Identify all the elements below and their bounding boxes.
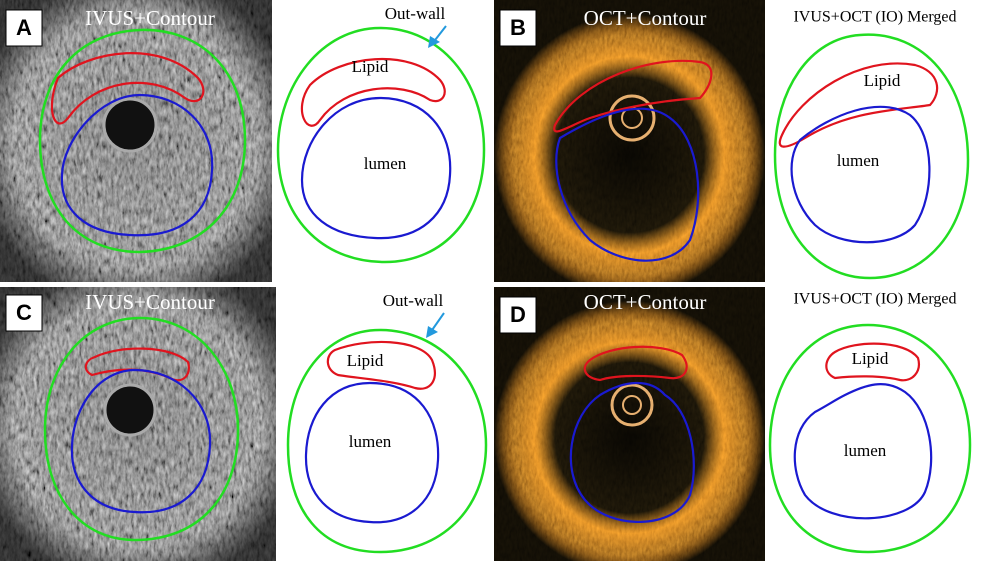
- lipid-label: Lipid: [864, 71, 901, 90]
- panel-a-diagram: Out-wall Lipid lumen: [276, 4, 486, 264]
- image-title: IVUS+Contour: [85, 290, 215, 314]
- image-title: IVUS+Contour: [85, 6, 215, 30]
- image-title: OCT+Contour: [584, 290, 707, 314]
- panel-letter: C: [16, 300, 32, 325]
- lumen-label: lumen: [364, 154, 407, 173]
- lumen-label: lumen: [844, 441, 887, 460]
- panel-d-diagram: IVUS+OCT (IO) Merged Lipid lumen: [768, 291, 972, 554]
- panel-letter: B: [510, 15, 526, 40]
- panel-letter: A: [16, 15, 32, 40]
- panel-c-image: C IVUS+Contour: [0, 287, 276, 561]
- annotation: Out-wall: [385, 4, 446, 23]
- panel-d-image: D OCT+Contour: [494, 287, 765, 561]
- panel-letter: D: [510, 302, 526, 327]
- lumen-label: lumen: [837, 151, 880, 170]
- panel-b-image: B OCT+Contour: [494, 0, 765, 282]
- image-title: OCT+Contour: [584, 6, 707, 30]
- lipid-label: Lipid: [352, 57, 389, 76]
- panel-a-image: A IVUS+Contour: [0, 0, 272, 282]
- panel-b-diagram: IVUS+OCT (IO) Merged Lipid lumen: [773, 9, 970, 280]
- annotation: Out-wall: [383, 291, 444, 310]
- lumen-label: lumen: [349, 432, 392, 451]
- panel-c-diagram: Out-wall Lipid lumen: [286, 291, 488, 554]
- diagram-title: IVUS+OCT (IO) Merged: [793, 291, 956, 308]
- diagram-title: IVUS+OCT (IO) Merged: [793, 9, 956, 26]
- lipid-label: Lipid: [852, 349, 889, 368]
- lipid-label: Lipid: [347, 351, 384, 370]
